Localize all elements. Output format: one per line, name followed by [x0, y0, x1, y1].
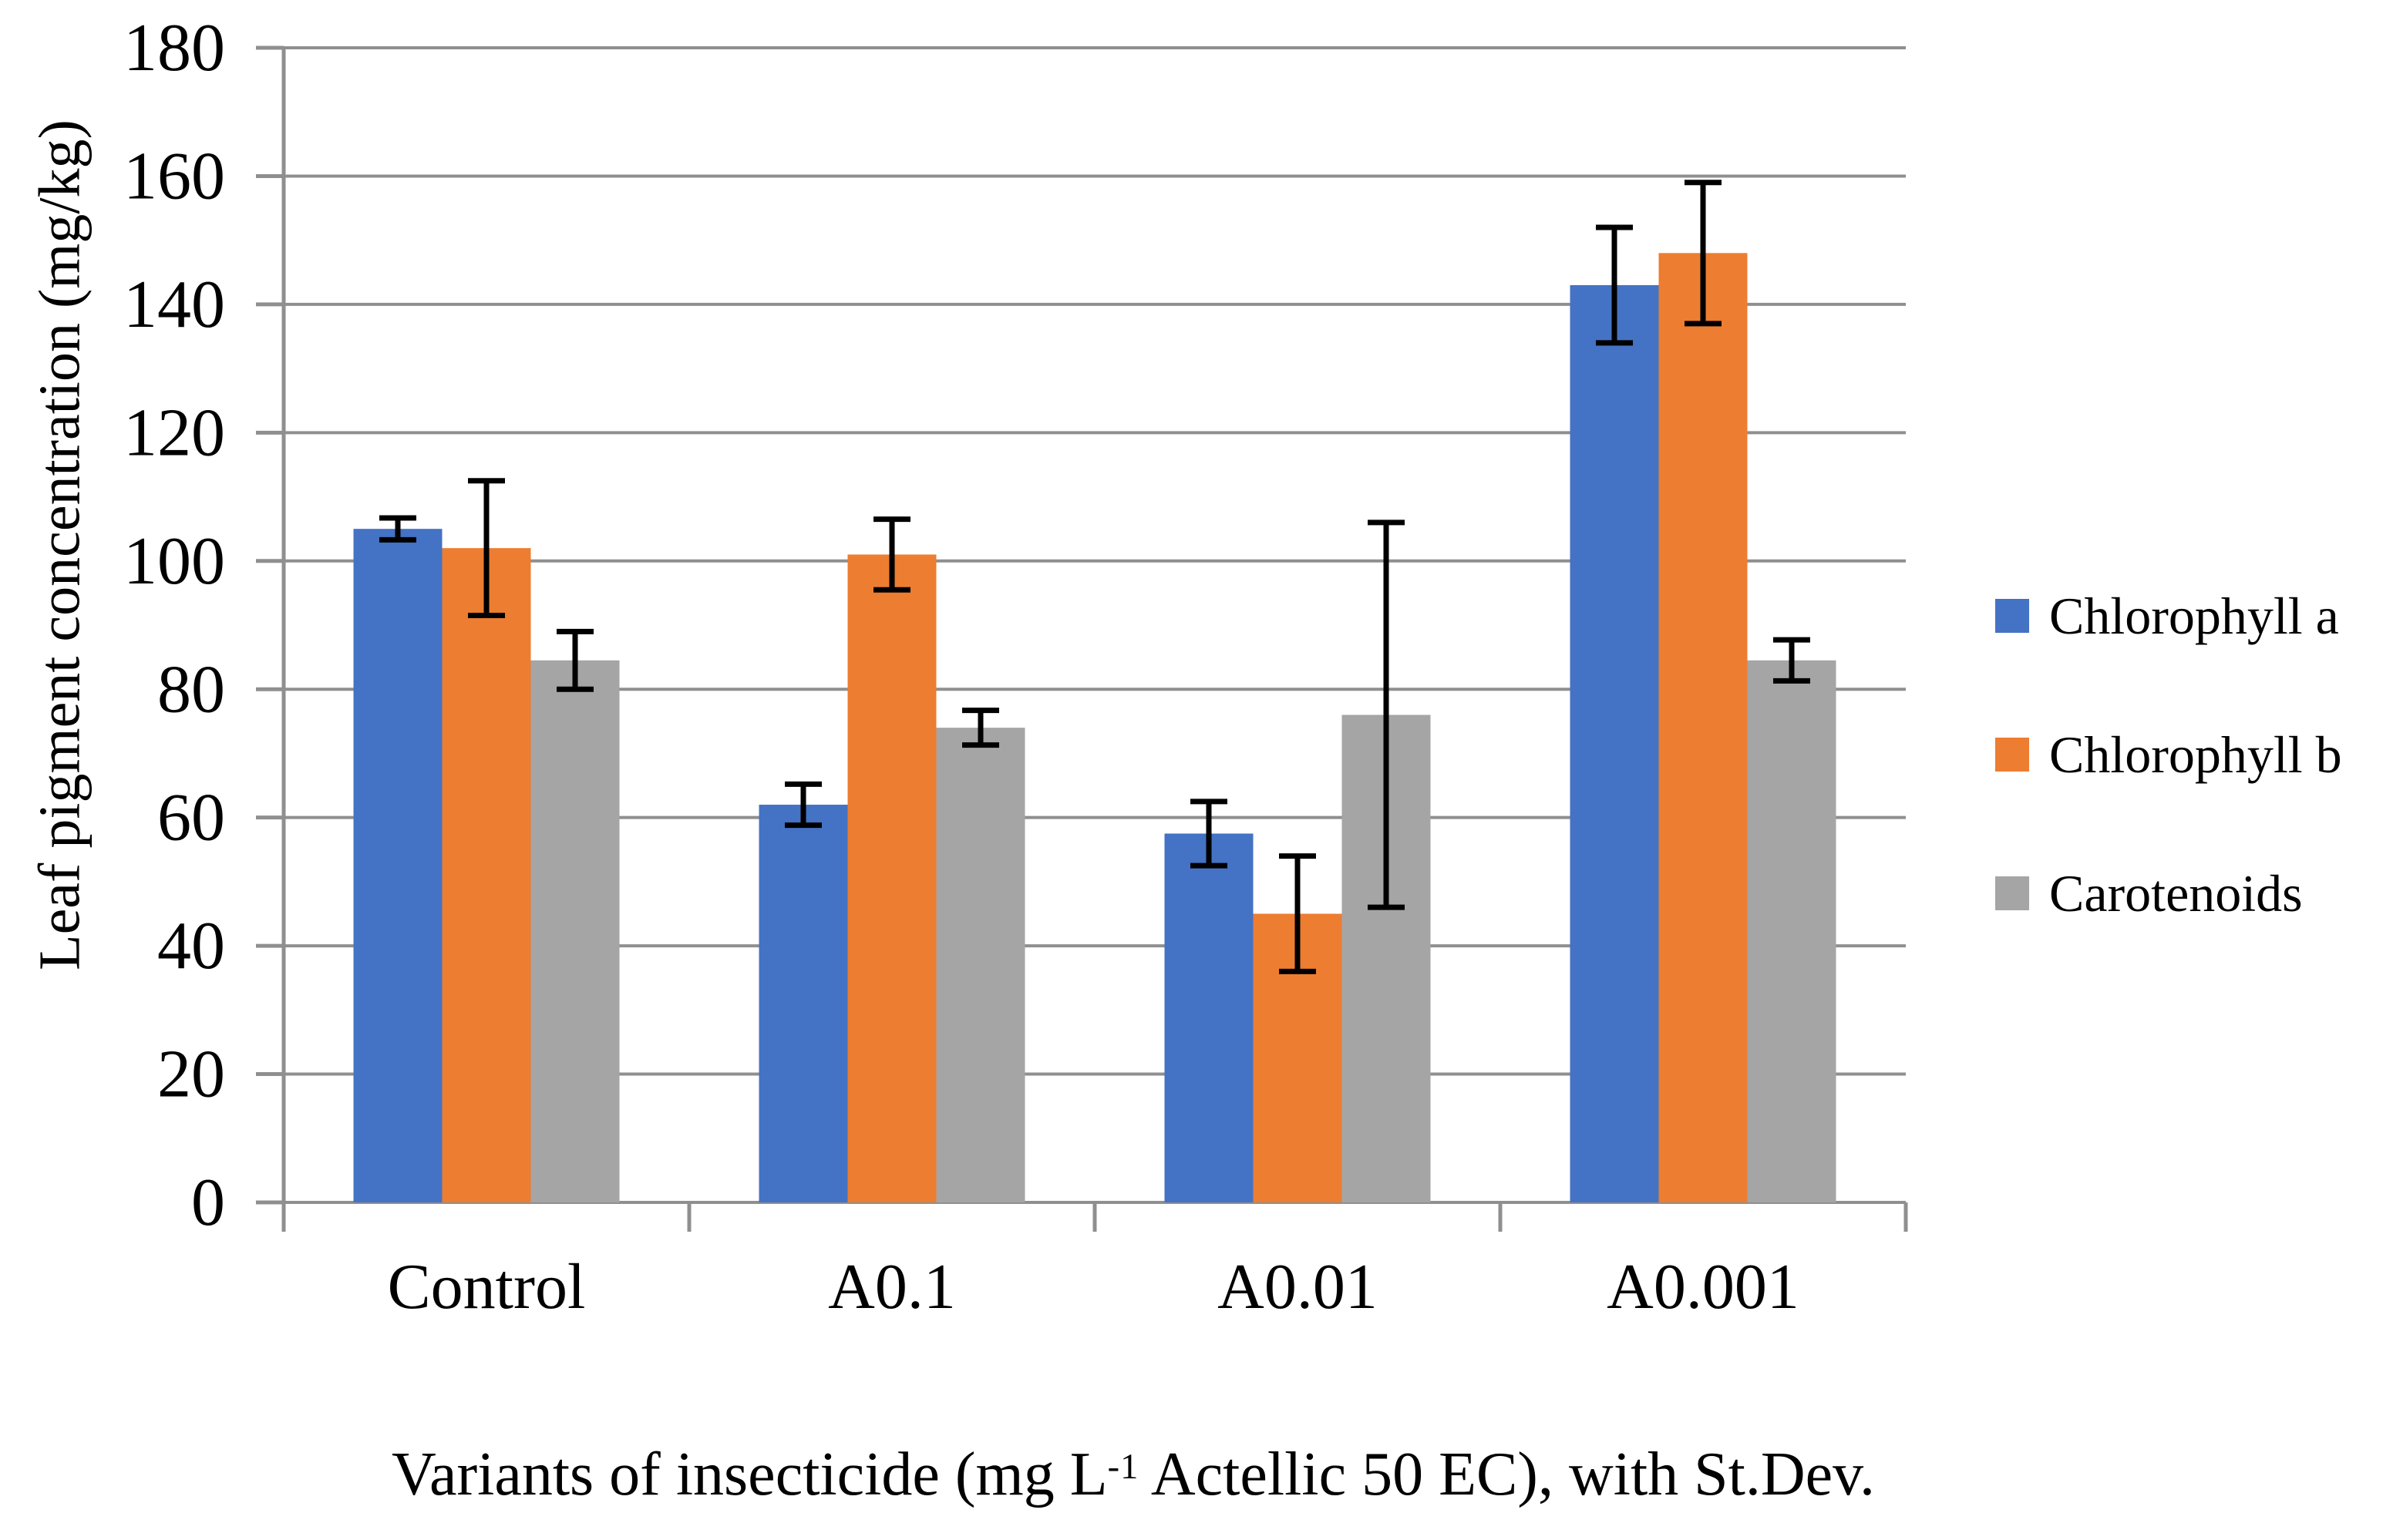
x-category-label-control: Control	[388, 1251, 586, 1323]
bar-chlorophyll-a-a0-1	[759, 805, 848, 1202]
legend-item-carotenoids: Carotenoids	[1995, 864, 2303, 923]
bar-carotenoids-control	[530, 660, 620, 1202]
bar-carotenoids-a0-1	[936, 728, 1025, 1202]
x-category-label-a0-1: A0.1	[828, 1251, 956, 1323]
bar-chlorophyll-a-a0-01	[1164, 833, 1254, 1202]
y-tick-label: 0	[191, 1165, 225, 1240]
legend-swatch-chlorophyll-b	[1995, 738, 2029, 772]
y-axis-title: Leaf pigment concentration (mg/kg)	[27, 119, 93, 970]
x-axis-title-prefix: Variants of insecticide (mg L	[392, 1441, 1108, 1508]
bar-chlorophyll-a-control	[353, 529, 443, 1202]
x-axis-title-suffix: Actellic 50 EC), with St.Dev.	[1139, 1441, 1875, 1508]
y-tick-label: 40	[157, 909, 225, 984]
legend-label: Carotenoids	[2049, 863, 2303, 923]
legend-label: Chlorophyll a	[2049, 586, 2339, 645]
legend-label: Chlorophyll b	[2049, 725, 2342, 784]
y-tick-label: 120	[123, 395, 225, 470]
legend-item-chlorophyll-b: Chlorophyll b	[1995, 725, 2342, 784]
legend-swatch-carotenoids	[1995, 876, 2029, 910]
legend-item-chlorophyll-a: Chlorophyll a	[1995, 587, 2339, 645]
y-tick-label: 80	[157, 652, 225, 727]
y-tick-label: 180	[123, 11, 225, 86]
bar-chlorophyll-b-a0-1	[847, 554, 937, 1202]
y-tick-label: 20	[157, 1037, 225, 1112]
y-tick-label: 60	[157, 781, 225, 856]
bar-chlorophyll-b-a0-001	[1658, 253, 1748, 1203]
bar-chlorophyll-a-a0-001	[1570, 284, 1659, 1202]
y-tick-label: 160	[123, 139, 225, 214]
x-axis-title-superscript: -1	[1107, 1447, 1139, 1487]
x-category-label-a0-001: A0.001	[1607, 1251, 1799, 1323]
y-tick-label: 140	[123, 267, 225, 342]
x-category-label-a0-01: A0.01	[1217, 1251, 1378, 1323]
x-axis-title: Variants of insecticide (mg L-1 Actellic…	[392, 1440, 1875, 1510]
legend: Chlorophyll a Chlorophyll b Carotenoids	[1995, 0, 2381, 1540]
y-tick-label: 100	[123, 524, 225, 599]
bar-carotenoids-a0-001	[1747, 660, 1836, 1202]
legend-swatch-chlorophyll-a	[1995, 599, 2029, 633]
bar-chlorophyll-b-control	[442, 548, 531, 1202]
